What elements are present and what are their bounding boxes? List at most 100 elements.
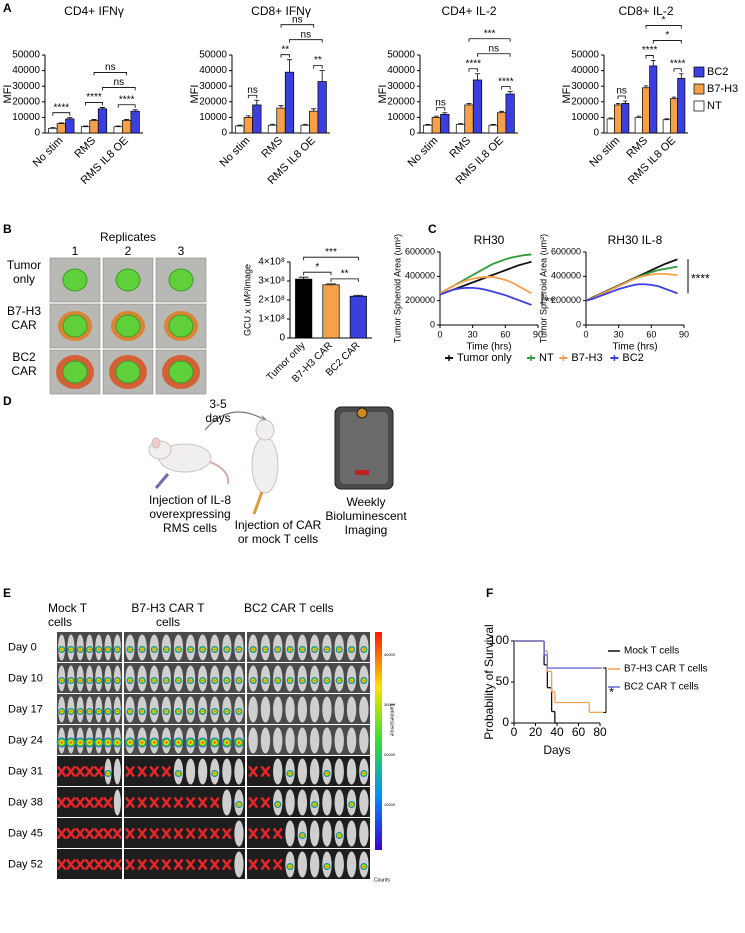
replicate-label: 3 xyxy=(178,244,185,258)
deceased-mark xyxy=(149,858,160,871)
tumor-signal xyxy=(174,646,182,653)
tumor-signal xyxy=(161,737,172,748)
significance-bracket xyxy=(52,112,71,116)
mouse xyxy=(297,789,308,816)
legend-label: B7-H3 xyxy=(707,83,738,95)
diagram-shapes xyxy=(148,406,394,515)
tumor-signal xyxy=(104,646,112,653)
day-label: Day 24 xyxy=(8,734,43,746)
bar xyxy=(89,120,99,134)
day-label: Day 38 xyxy=(8,796,43,808)
significance-bracket xyxy=(673,68,682,72)
error-bar xyxy=(425,124,431,126)
error-bar xyxy=(457,123,464,125)
panel-label: E xyxy=(3,586,11,600)
y-axis-label: Tumor Spheroid Area (um²) xyxy=(392,234,402,343)
mouse xyxy=(285,789,295,816)
deceased-mark xyxy=(125,796,136,809)
panel-label: C xyxy=(428,222,437,236)
tumor-signal xyxy=(104,708,112,715)
deceased-mark xyxy=(84,827,95,840)
y-axis-label: MFI xyxy=(561,85,573,104)
error-bar xyxy=(254,99,260,105)
line xyxy=(439,276,532,295)
x-tick-label: No stim xyxy=(31,135,66,170)
tumor-signal xyxy=(360,677,368,684)
mouse xyxy=(234,851,244,878)
mouse xyxy=(359,820,369,847)
bar xyxy=(65,118,75,134)
tumor-signal xyxy=(286,770,294,777)
error-bar xyxy=(58,122,64,124)
significance-label: **** xyxy=(498,76,514,87)
tumor-signal xyxy=(249,677,257,684)
significance-bracket xyxy=(652,40,682,44)
deceased-mark xyxy=(65,796,76,809)
tumor-signal xyxy=(138,708,146,715)
x-tick-label: 20 xyxy=(529,725,543,739)
tumor-signal xyxy=(298,677,306,684)
significance-label: **** xyxy=(465,58,481,69)
tumor-signal xyxy=(162,708,170,715)
significance-label: ns xyxy=(247,85,258,96)
legend-label: NT xyxy=(539,352,554,364)
mouse xyxy=(297,851,308,878)
deceased-mark xyxy=(209,796,220,809)
mouse xyxy=(334,758,344,785)
x-tick-label: RMS xyxy=(259,135,285,161)
deceased-mark xyxy=(65,827,76,840)
x-tick-label: 90 xyxy=(679,329,689,339)
tumor-signal xyxy=(211,770,219,777)
y-tick-label: 10000 xyxy=(199,112,227,123)
y-axis-label: MFI xyxy=(377,85,389,104)
error-bar xyxy=(132,109,138,112)
bar xyxy=(276,107,286,134)
significance-bracket xyxy=(303,256,359,261)
significance-bracket xyxy=(313,65,323,69)
bar xyxy=(614,104,622,134)
tumor-signal xyxy=(199,646,207,653)
error-bar xyxy=(507,91,513,94)
tumor-signal xyxy=(348,646,356,653)
significance-label: ns xyxy=(105,62,116,73)
tumor-signal xyxy=(187,677,195,684)
error-bar xyxy=(353,294,364,297)
deceased-mark xyxy=(197,858,208,871)
error-bar xyxy=(623,100,628,104)
spheroid xyxy=(62,268,88,292)
bar xyxy=(252,104,262,134)
significance-label: **** xyxy=(691,272,710,286)
y-tick-label: 50000 xyxy=(571,50,599,61)
deceased-mark xyxy=(137,796,148,809)
bar xyxy=(677,78,686,134)
significance-bracket xyxy=(280,54,290,58)
tumor-signal xyxy=(323,677,331,684)
y-tick-label: 4×10⁸ xyxy=(258,257,285,268)
group-label: BC2 CAR T cells xyxy=(244,601,334,615)
tumor-signal xyxy=(58,646,66,653)
tumor-signal xyxy=(360,770,368,777)
deceased-mark xyxy=(260,796,271,809)
tumor-signal xyxy=(95,677,103,684)
x-axis-label: Days xyxy=(543,743,570,757)
deceased-mark xyxy=(197,827,208,840)
diagram-step: Weekly Bioluminescent Imaging xyxy=(325,495,407,537)
bar xyxy=(423,124,433,134)
bar xyxy=(243,117,253,134)
panel-label: B xyxy=(3,222,12,236)
deceased-mark xyxy=(75,827,86,840)
significance-label: * xyxy=(315,262,319,273)
y-tick-label: 0 xyxy=(221,128,227,139)
significance-bracket xyxy=(247,94,258,99)
tumor-signal xyxy=(311,801,319,808)
deceased-mark xyxy=(75,796,86,809)
significance-bracket xyxy=(501,86,511,90)
deceased-mark xyxy=(103,796,114,809)
chart-title: CD4+ IFNγ xyxy=(64,4,124,18)
mouse xyxy=(248,696,258,723)
tumor-signal xyxy=(223,708,231,715)
tumor-signal xyxy=(150,677,158,684)
tumor-signal xyxy=(360,646,368,653)
y-axis-label: GCU x uM²/image xyxy=(242,264,252,336)
mouse xyxy=(297,727,308,754)
